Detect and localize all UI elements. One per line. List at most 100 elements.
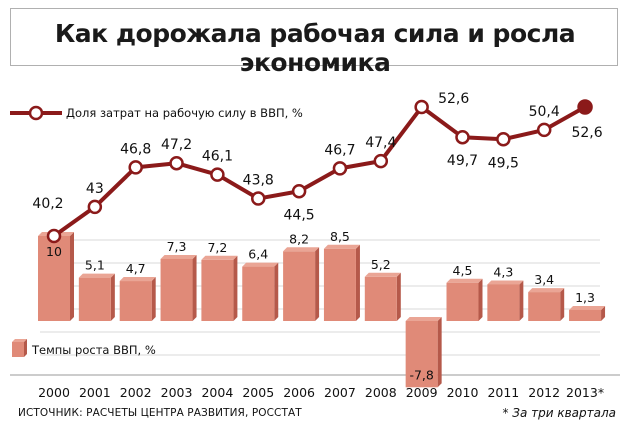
bar-2000	[38, 236, 70, 321]
x-tick-2005: 2005	[242, 385, 274, 400]
line-point-2011	[496, 132, 511, 147]
bar-side-2001	[110, 273, 115, 321]
line-point-2010	[455, 129, 470, 145]
bar-label-2012: 3,4	[534, 272, 554, 287]
bar-side-2000	[70, 232, 74, 321]
bar-side-2003	[192, 254, 197, 321]
line-label-2010: 49,7	[447, 153, 478, 169]
bar-2009	[405, 321, 438, 388]
x-tick-2004: 2004	[201, 385, 233, 400]
title-box: Как дорожала рабочая сила и росла эконом…	[10, 8, 618, 77]
bar-side-2007	[355, 244, 360, 321]
bar-2001	[78, 277, 111, 321]
bar-top-2010	[446, 278, 483, 283]
line-label-2004: 46,1	[202, 149, 233, 165]
bar-side-2011	[519, 280, 524, 321]
line-point-2008	[373, 153, 389, 169]
x-tick-2003: 2003	[161, 385, 193, 400]
line-label-2005: 43,8	[243, 173, 274, 189]
bar-label-2010: 4,5	[453, 263, 473, 278]
bar-top-2001	[78, 273, 115, 278]
x-tick-2010: 2010	[447, 385, 479, 400]
bar-top-2003	[160, 254, 197, 259]
x-tick-2006: 2006	[283, 385, 315, 400]
line-label-2007: 46,7	[324, 142, 355, 158]
bar-2011	[487, 284, 520, 321]
line-label-2006: 44,5	[284, 207, 315, 223]
source-note: ИСТОЧНИК: РАСЧЕТЫ ЦЕНТРА РАЗВИТИЯ, РОССТ…	[18, 407, 302, 419]
line-point-2006	[291, 184, 307, 199]
bar-side-2008	[396, 272, 401, 321]
bar-label-2004: 7,2	[207, 240, 227, 255]
bar-side-2004	[233, 255, 238, 321]
line-point-2004	[210, 167, 225, 182]
bar-label-2013*: 1,3	[575, 290, 595, 305]
bar-2010	[446, 282, 479, 321]
bar-top-2006	[283, 247, 320, 252]
line-point-2009	[414, 99, 429, 115]
bar-side-2012	[560, 288, 565, 321]
bar-label-2003: 7,3	[167, 239, 187, 254]
bar-label-2008: 5,2	[371, 257, 391, 272]
line-label-2008: 47,4	[365, 135, 396, 151]
line-label-2013*: 52,6	[571, 125, 602, 141]
x-tick-2002: 2002	[120, 385, 152, 400]
bar-label-2009: -7,8	[409, 367, 433, 382]
line-point-2007	[332, 161, 348, 176]
bar-side-2009	[437, 317, 442, 388]
bar-2004	[201, 259, 234, 321]
bar-label-2011: 4,3	[493, 264, 513, 279]
line-label-2009: 52,6	[438, 91, 469, 107]
bar-side-2005	[274, 262, 279, 321]
bar-2008	[364, 276, 397, 321]
line-point-2013*	[577, 99, 593, 115]
line-label-2001: 43	[86, 181, 104, 197]
x-tick-2000: 2000	[38, 385, 70, 400]
legend-line-label: Доля затрат на рабочую силу в ВВП, %	[66, 106, 303, 120]
line-point-2001	[87, 199, 103, 215]
bar-2007	[323, 248, 356, 321]
line-point-2000	[46, 228, 62, 244]
bar-side-2013*	[601, 305, 606, 321]
bar-top-2012	[528, 288, 565, 293]
x-tick-2011: 2011	[487, 385, 519, 400]
line-label-2000: 40,2	[32, 196, 63, 212]
bar-label-2000: 10	[46, 244, 62, 259]
bar-side-2006	[315, 247, 320, 321]
bar-top-2005	[242, 262, 279, 267]
line-label-2011: 49,5	[488, 155, 519, 171]
chart-title: Как дорожала рабочая сила и росла эконом…	[54, 19, 576, 77]
bar-label-2002: 4,7	[126, 261, 146, 276]
legend-bar-swatch-top	[12, 339, 27, 342]
x-tick-2007: 2007	[324, 385, 356, 400]
bar-top-2002	[119, 277, 156, 282]
bar-top-2008	[364, 272, 401, 277]
bar-2005	[242, 266, 275, 321]
line-label-2002: 46,8	[120, 141, 151, 157]
bar-top-2009	[405, 317, 442, 321]
line-point-2005	[251, 191, 266, 206]
legend-bar-swatch-side	[24, 339, 27, 357]
bar-2013*	[569, 309, 602, 321]
line-label-2012: 50,4	[529, 104, 560, 120]
legend-bar-swatch	[12, 342, 24, 357]
bar-side-2002	[151, 277, 156, 321]
x-tick-2013*: 2013*	[566, 385, 604, 400]
bar-side-2010	[478, 278, 483, 321]
bar-label-2001: 5,1	[85, 258, 105, 273]
line-point-2003	[169, 155, 184, 171]
x-tick-2001: 2001	[79, 385, 111, 400]
bar-2002	[119, 281, 152, 321]
legend-line-marker	[28, 105, 44, 121]
x-tick-2008: 2008	[365, 385, 397, 400]
bar-2012	[528, 292, 561, 321]
bar-top-2011	[487, 280, 524, 285]
x-tick-2009: 2009	[406, 385, 438, 400]
x-tick-2012: 2012	[528, 385, 560, 400]
bar-2003	[160, 258, 193, 321]
line-point-2002	[128, 160, 143, 175]
bar-label-2005: 6,4	[248, 247, 268, 262]
bar-label-2006: 8,2	[289, 231, 309, 246]
line-point-2012	[536, 122, 552, 138]
